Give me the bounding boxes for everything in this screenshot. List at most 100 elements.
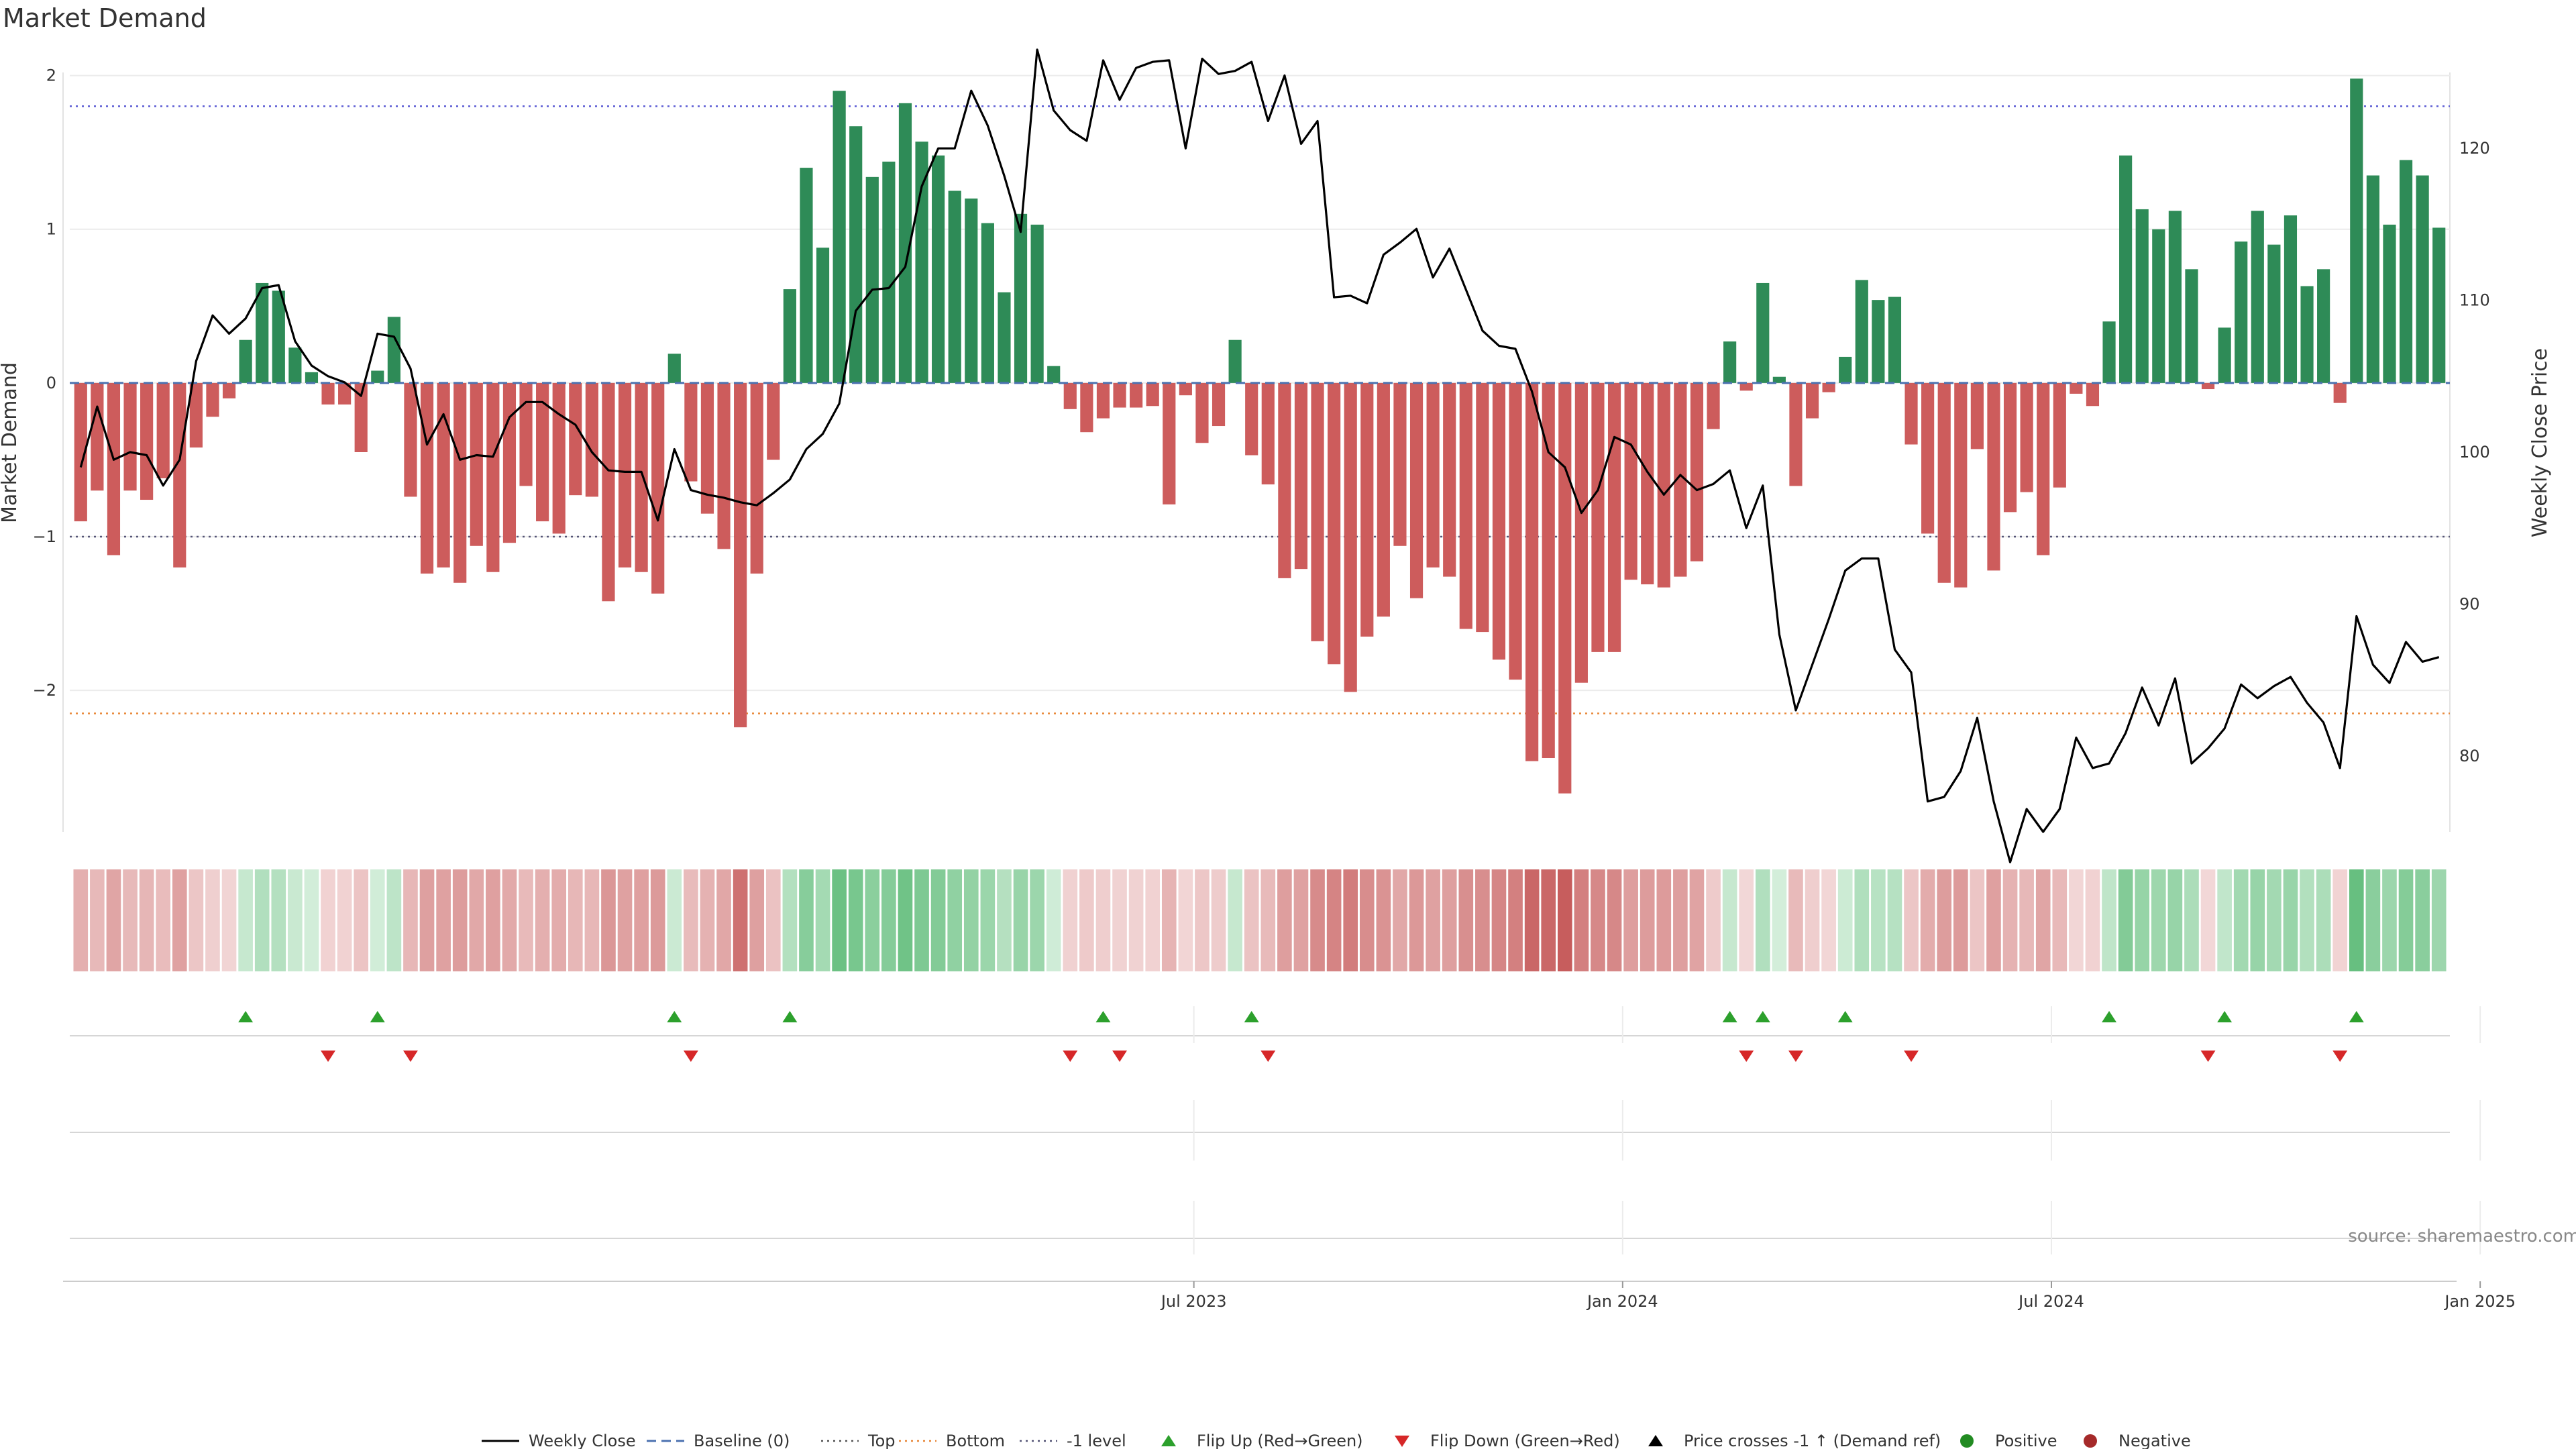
heat-cell <box>799 869 814 971</box>
heat-cell <box>1706 869 1721 971</box>
demand-bar <box>750 382 763 574</box>
demand-bar <box>1113 382 1126 408</box>
heat-cell <box>1970 869 1985 971</box>
heat-cell <box>1079 869 1094 971</box>
heat-cell <box>1689 869 1705 971</box>
chart-title: Market Demand <box>3 3 207 33</box>
demand-bar <box>1607 382 1621 652</box>
demand-bar <box>1674 382 1687 577</box>
heat-cell <box>2398 869 2414 971</box>
lower-panel-gridlines <box>1193 1006 2481 1254</box>
demand-bar <box>585 382 598 497</box>
flip-up-marker <box>667 1011 682 1022</box>
demand-bar <box>1443 382 1456 577</box>
heat-cell <box>584 869 600 971</box>
heat-cell <box>1195 869 1210 971</box>
legend-item-positive: Positive <box>1960 1432 2057 1449</box>
heat-cell <box>716 869 731 971</box>
heat-cell <box>535 869 550 971</box>
demand-bar <box>321 382 335 405</box>
heat-cell <box>963 869 979 971</box>
heat-cell <box>238 869 253 971</box>
heat-cell <box>865 869 880 971</box>
heat-cell <box>2200 869 2216 971</box>
heat-cell <box>172 869 187 971</box>
heat-cell <box>2250 869 2265 971</box>
heat-cell <box>1426 869 1440 971</box>
demand-bar <box>2267 244 2281 383</box>
demand-bar <box>1970 382 1984 449</box>
heat-cell <box>2069 869 2084 971</box>
demand-bar <box>1542 382 1555 759</box>
heat-cell <box>1359 869 1375 971</box>
flip-down-markers <box>321 1051 2348 1062</box>
legend-label: Flip Up (Red→Green) <box>1197 1432 1363 1449</box>
demand-bar <box>2135 209 2149 383</box>
legend-swatch <box>1960 1434 1974 1448</box>
heat-cell <box>1591 869 1605 971</box>
demand-bar <box>717 382 731 549</box>
demand-bar <box>1872 300 1885 383</box>
heat-cell <box>848 869 863 971</box>
demand-bar <box>1063 382 1077 409</box>
demand-bar <box>1707 382 1720 429</box>
demand-bar <box>486 382 500 572</box>
demand-bar <box>74 382 87 522</box>
demand-bar <box>2218 327 2231 383</box>
heat-cell <box>1607 869 1622 971</box>
demand-bar <box>767 382 780 460</box>
heat-cell <box>386 869 402 971</box>
heat-cell <box>2349 869 2364 971</box>
heat-cell <box>2382 869 2397 971</box>
heat-cell <box>749 869 765 971</box>
heat-cell <box>667 869 682 971</box>
left-tick-labels: −2 −1 0 1 2 <box>33 66 56 700</box>
heat-cell <box>221 869 237 971</box>
heat-cell <box>2300 869 2314 971</box>
flip-markers-panel <box>70 1006 2481 1254</box>
heat-cell <box>2052 869 2068 971</box>
horizontal-gridlines <box>70 74 2450 692</box>
heat-cell <box>2085 869 2100 971</box>
demand-bar <box>502 382 517 543</box>
heat-cell <box>403 869 418 971</box>
heat-cell <box>370 869 385 971</box>
right-tick-label: 90 <box>2459 594 2480 613</box>
demand-bar <box>239 339 252 383</box>
flip-up-marker <box>370 1011 385 1022</box>
right-tick-label: 80 <box>2459 747 2480 765</box>
demand-bar <box>2070 382 2083 394</box>
demand-bar <box>256 282 269 383</box>
demand-bar <box>2020 382 2033 492</box>
demand-bar <box>1937 382 1951 583</box>
right-axis-label: Weekly Close Price <box>2528 348 2552 537</box>
flip-up-marker <box>2102 1011 2117 1022</box>
demand-bar <box>2102 321 2116 383</box>
heat-cell <box>2167 869 2183 971</box>
demand-bar <box>354 382 368 452</box>
x-tick-label: Jul 2024 <box>2017 1292 2084 1311</box>
legend-item-price: Weekly Close <box>482 1432 636 1449</box>
heat-cell <box>1063 869 1078 971</box>
legend-swatch <box>1395 1436 1409 1447</box>
heat-cell <box>1095 869 1111 971</box>
heat-cell <box>617 869 633 971</box>
heat-cell <box>1310 869 1325 971</box>
demand-bar <box>1772 376 1786 383</box>
demand-bar <box>1690 382 1704 561</box>
demand-bar <box>1591 382 1605 652</box>
demand-bar <box>1789 382 1803 486</box>
heat-cell <box>139 869 154 971</box>
demand-bar <box>1888 297 1902 383</box>
demand-bar <box>404 382 417 497</box>
demand-heat-strip <box>73 869 2447 971</box>
legend-swatch <box>1648 1435 1663 1446</box>
demand-bar <box>684 382 698 482</box>
left-tick-label: 1 <box>46 220 56 239</box>
heat-cell <box>2365 869 2381 971</box>
heat-cell <box>2019 869 2034 971</box>
demand-bar <box>1476 382 1489 633</box>
legend-label: Flip Down (Green→Red) <box>1430 1432 1620 1449</box>
flip-down-marker <box>683 1051 698 1062</box>
legend-label: Negative <box>2118 1432 2191 1449</box>
